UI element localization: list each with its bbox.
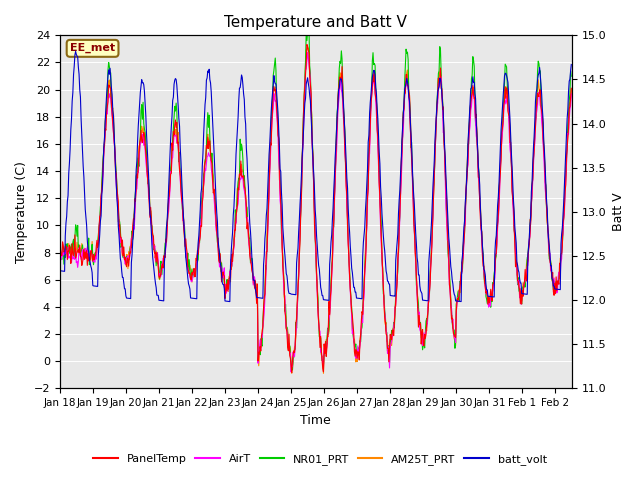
Text: EE_met: EE_met bbox=[70, 43, 115, 53]
Title: Temperature and Batt V: Temperature and Batt V bbox=[225, 15, 407, 30]
Y-axis label: Temperature (C): Temperature (C) bbox=[15, 161, 28, 263]
Y-axis label: Batt V: Batt V bbox=[612, 192, 625, 231]
X-axis label: Time: Time bbox=[301, 414, 332, 427]
Legend: PanelTemp, AirT, NR01_PRT, AM25T_PRT, batt_volt: PanelTemp, AirT, NR01_PRT, AM25T_PRT, ba… bbox=[88, 450, 552, 469]
